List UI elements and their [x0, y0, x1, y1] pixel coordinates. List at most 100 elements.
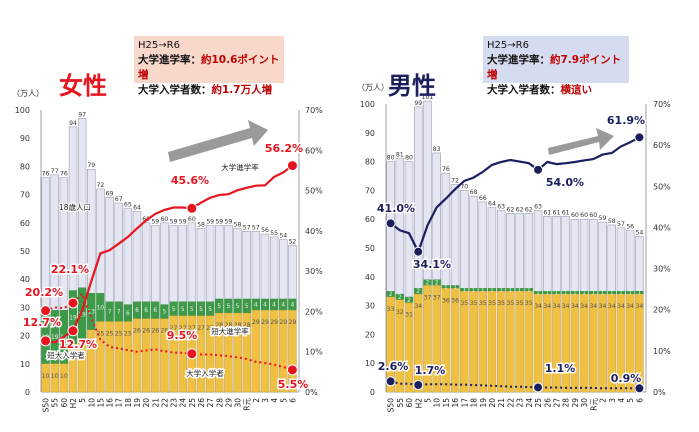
junior-college-value-label: 10: [97, 305, 105, 311]
university-value-label: 33: [387, 306, 395, 313]
junior-college-value-label: 6: [153, 308, 157, 314]
y-right-tick: 20%: [305, 307, 323, 316]
junior-college-rate-line: [390, 380, 640, 390]
junior-college-value-label: 1: [610, 291, 614, 297]
y-right-tick: 10%: [305, 348, 323, 357]
university-bar: [41, 363, 50, 393]
x-tick-label: 27: [206, 398, 215, 408]
x-tick-label: 22: [506, 398, 515, 408]
university-value-label: 35: [516, 300, 524, 307]
y-left-tick: 10: [365, 359, 375, 368]
y-right-tick: 20%: [653, 306, 671, 315]
university-rate-line: [45, 164, 294, 344]
junior-college-value-label: 13: [88, 310, 96, 316]
x-tick-label: H2: [69, 398, 78, 409]
label-rate-s50: 41.0%: [377, 202, 415, 215]
y-right-tick: 50%: [305, 187, 323, 196]
junior-college-value-label: 4: [263, 303, 267, 309]
label-junior-rate-latest: 5.5%: [278, 378, 309, 391]
population-value-label: 77: [51, 168, 59, 175]
university-value-label: 25: [106, 331, 114, 338]
junior-college-value-label: 1: [509, 288, 513, 294]
university-bar: [114, 321, 123, 393]
junior-college-value-label: 1: [472, 288, 476, 294]
junior-college-value-label: 1: [628, 291, 632, 297]
university-bar: [96, 321, 105, 393]
x-tick-label: 5: [626, 398, 635, 403]
y-left-tick: 70: [365, 186, 375, 195]
university-value-label: 28: [234, 322, 242, 329]
x-tick-label: R元: [589, 398, 598, 411]
university-bar: [251, 310, 260, 393]
x-tick-label: R元: [243, 398, 252, 411]
x-tick-label: 3: [608, 398, 617, 403]
university-value-label: 10: [42, 373, 50, 380]
x-tick-label: 5: [279, 398, 288, 403]
university-bar: [50, 363, 59, 393]
x-tick-label: S50: [387, 398, 396, 413]
population-value-label: 58: [234, 221, 242, 228]
university-bar: [589, 293, 598, 393]
population-value-label: 55: [270, 230, 278, 237]
junior-college-value-label: 1: [536, 291, 540, 297]
rate-marker-latest: [634, 132, 645, 143]
university-value-label: 35: [488, 300, 496, 307]
y-left-unit-label: （万人）: [12, 89, 44, 98]
university-bar: [288, 310, 297, 393]
university-value-label: 32: [396, 309, 404, 316]
population-value-label: 61: [543, 209, 551, 216]
male-info-period: H25→R6: [487, 40, 529, 51]
university-value-label: 34: [580, 303, 588, 310]
x-tick-label: 4: [270, 398, 279, 403]
x-tick-label: 2: [599, 398, 608, 403]
x-tick-label: 30: [580, 398, 589, 408]
label-university-entrants: 大学入学者: [186, 368, 224, 378]
university-value-label: 31: [405, 312, 413, 319]
university-bar: [242, 312, 251, 393]
population-value-label: 72: [451, 178, 459, 185]
population-value-label: 59: [215, 219, 223, 226]
population-value-label: 60: [589, 212, 597, 219]
rate-marker-h25: [533, 164, 544, 175]
university-value-label: 28: [215, 322, 223, 329]
label-junior-rate-peak: 22.1%: [51, 263, 89, 276]
population-value-label: 62: [525, 206, 533, 213]
population-value-label: 59: [599, 215, 607, 222]
x-tick-label: 24: [179, 398, 188, 408]
population-value-label: 97: [78, 111, 86, 118]
female-rate-label: 大学進学率：: [138, 54, 201, 66]
x-tick-label: 60: [405, 398, 414, 408]
university-value-label: 34: [589, 303, 597, 310]
population-value-label: 76: [60, 171, 68, 178]
population-value-label: 60: [188, 216, 196, 223]
university-value-label: 28: [243, 322, 251, 329]
junior-college-value-label: 1: [591, 291, 595, 297]
y-left-tick: 60: [365, 215, 375, 224]
y-left-tick: 30: [20, 303, 30, 312]
label-population-series: 18歳人口: [59, 202, 91, 212]
university-bar: [432, 285, 441, 393]
junior-rate-marker-s50: [40, 305, 52, 317]
label-university-rate-series: 大学進学率: [221, 162, 259, 172]
population-value-label: 57: [252, 224, 260, 231]
x-tick-label: 25: [188, 398, 197, 408]
junior-college-value-label: 4: [272, 303, 276, 309]
university-value-label: 26: [151, 328, 159, 335]
university-value-label: 26: [160, 328, 168, 335]
female-info-rate: 大学進学率：約10.6ポイント増: [138, 53, 280, 83]
population-value-label: 67: [115, 196, 123, 203]
junior-rate-marker-h2: [413, 380, 424, 391]
junior-college-value-label: 5: [227, 304, 231, 310]
population-value-label: 58: [608, 218, 616, 225]
university-rate-line: [389, 136, 640, 255]
female-count-value: 約1.7万人増: [211, 84, 273, 96]
population-value-label: 60: [160, 216, 168, 223]
junior-college-value-label: 1: [462, 288, 466, 294]
junior-college-value-label: 19: [78, 312, 86, 318]
junior-college-value-label: 5: [217, 304, 221, 310]
university-value-label: 35: [525, 300, 533, 307]
junior-rate-marker-h2: [67, 297, 79, 309]
population-value-label: 80: [387, 155, 395, 162]
university-value-label: 34: [543, 303, 551, 310]
junior-college-value-label: 1: [453, 285, 457, 291]
